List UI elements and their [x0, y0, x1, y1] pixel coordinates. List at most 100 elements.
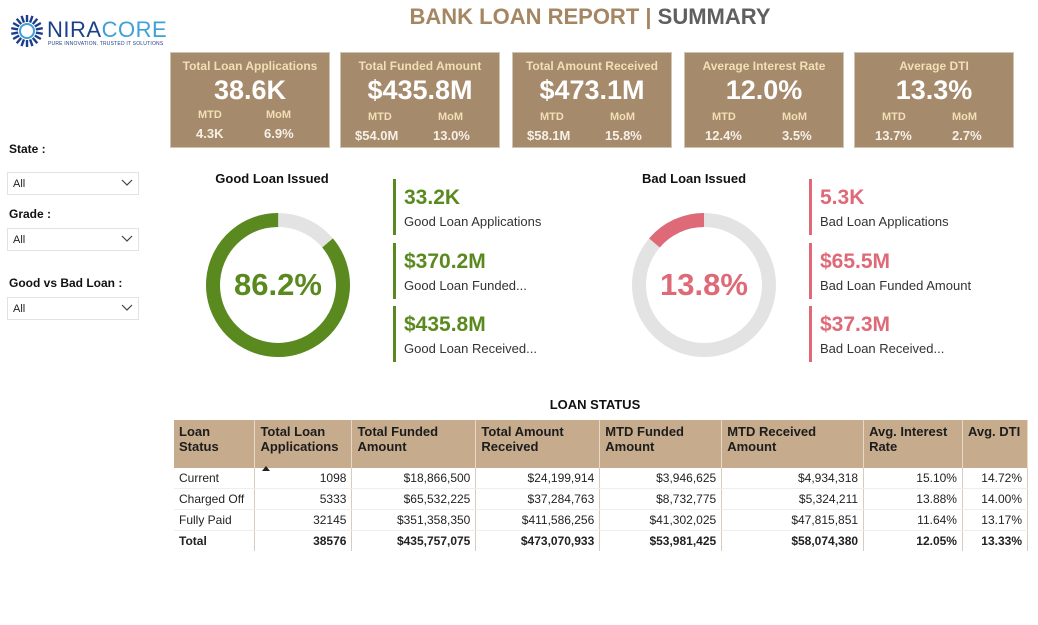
- table-cell: $18,866,500: [351, 468, 477, 489]
- col-header-loan-status[interactable]: Loan Status: [174, 420, 256, 468]
- col-header-total-applications[interactable]: Total Loan Applications: [254, 420, 353, 471]
- state-dropdown[interactable]: All: [7, 172, 139, 195]
- state-filter-label: State :: [9, 142, 46, 156]
- table-total-row[interactable]: Total 38576 $435,757,075 $473,070,933 $5…: [174, 530, 1029, 551]
- kpi-mom-value: 3.5%: [782, 128, 812, 143]
- stat-label: Bad Loan Received...: [820, 341, 945, 356]
- stat-value: 33.2K: [404, 186, 461, 209]
- good-loan-funded-card[interactable]: $370.2M Good Loan Funded...: [393, 243, 583, 299]
- kpi-label: Total Amount Received: [525, 59, 659, 73]
- stat-value: 5.3K: [820, 186, 865, 209]
- kpi-mom-value: 13.0%: [433, 128, 470, 143]
- bad-loan-received-card[interactable]: $37.3M Bad Loan Received...: [809, 306, 999, 362]
- kpi-mom-value: 6.9%: [264, 126, 294, 141]
- kpi-value: $473.1M: [539, 75, 645, 105]
- table-row[interactable]: Current 1098 $18,866,500 $24,199,914 $3,…: [174, 468, 1029, 489]
- kpi-mtd-value: 13.7%: [875, 128, 912, 143]
- state-dropdown-value: All: [13, 178, 26, 190]
- table-cell: 14.00%: [962, 488, 1029, 510]
- table-cell: 1098: [254, 468, 353, 489]
- bad-loan-percent: 13.8%: [660, 267, 748, 302]
- kpi-mom-label: MoM: [610, 111, 636, 123]
- table-cell: 13.33%: [962, 530, 1029, 551]
- kpi-card-total-applications[interactable]: Total Loan Applications 38.6K MTD MoM 4.…: [170, 52, 330, 148]
- table-cell: Charged Off: [174, 488, 256, 510]
- accent-bar: [393, 306, 396, 362]
- table-cell: 38576: [254, 530, 353, 551]
- table-cell: 13.17%: [962, 509, 1029, 531]
- stat-label: Bad Loan Funded Amount: [820, 278, 972, 293]
- col-header-avg-dti[interactable]: Avg. DTI: [962, 420, 1029, 468]
- sort-ascending-icon: [262, 466, 271, 471]
- loan-status-table[interactable]: Loan Status Total Loan Applications Tota…: [174, 420, 1029, 551]
- bad-loan-applications-card[interactable]: 5.3K Bad Loan Applications: [809, 179, 999, 235]
- table-cell: 14.72%: [962, 468, 1029, 489]
- good-bad-dropdown[interactable]: All: [7, 297, 139, 320]
- kpi-mom-label: MoM: [782, 111, 808, 123]
- kpi-label: Average DTI: [899, 59, 969, 73]
- grade-dropdown-value: All: [13, 234, 26, 246]
- table-cell: $351,358,350: [351, 509, 477, 531]
- stat-label: Good Loan Received...: [404, 341, 537, 356]
- kpi-mom-label: MoM: [266, 109, 292, 121]
- kpi-mom-value: 15.8%: [605, 128, 642, 143]
- bad-loan-title: Bad Loan Issued: [641, 171, 747, 186]
- kpi-card-total-funded[interactable]: Total Funded Amount $435.8M MTD MoM $54.…: [340, 52, 500, 148]
- good-loan-donut-chart[interactable]: [200, 207, 356, 363]
- logo-wordmark: NIRACORE: [47, 17, 168, 42]
- bad-loan-funded-card[interactable]: $65.5M Bad Loan Funded Amount: [809, 243, 999, 299]
- kpi-mtd-label: MTD: [368, 111, 392, 123]
- table-cell: $411,586,256: [475, 509, 601, 531]
- col-header-mtd-funded[interactable]: MTD Funded Amount: [599, 420, 723, 468]
- accent-bar: [809, 179, 812, 235]
- chevron-down-icon: [121, 179, 133, 186]
- table-cell: $41,302,025: [599, 509, 723, 531]
- kpi-mom-label: MoM: [438, 111, 464, 123]
- table-cell: 13.88%: [863, 488, 963, 510]
- col-header-avg-interest[interactable]: Avg. Interest Rate: [863, 420, 963, 468]
- kpi-card-avg-interest[interactable]: Average Interest Rate 12.0% MTD MoM 12.4…: [684, 52, 844, 148]
- stat-label: Good Loan Funded...: [404, 278, 527, 293]
- chevron-down-icon: [121, 235, 133, 242]
- table-cell: $473,070,933: [475, 530, 601, 551]
- table-cell: $3,946,625: [599, 468, 723, 489]
- stat-value: $435.8M: [404, 313, 486, 336]
- grade-dropdown[interactable]: All: [7, 228, 139, 251]
- table-cell: 12.05%: [863, 530, 963, 551]
- table-cell: Total: [174, 530, 256, 551]
- kpi-mtd-label: MTD: [198, 109, 222, 121]
- logo-tagline: PURE INNOVATION. TRUSTED IT SOLUTIONS: [48, 41, 164, 47]
- table-cell: $24,199,914: [475, 468, 601, 489]
- col-header-label: Total Loan Applications: [260, 424, 339, 454]
- table-cell: $65,532,225: [351, 488, 477, 510]
- table-row[interactable]: Charged Off 5333 $65,532,225 $37,284,763…: [174, 488, 1029, 510]
- table-cell: $8,732,775: [599, 488, 723, 510]
- loan-status-title: LOAN STATUS: [549, 397, 641, 412]
- col-header-mtd-received[interactable]: MTD Received Amount: [721, 420, 865, 468]
- kpi-mtd-label: MTD: [712, 111, 736, 123]
- kpi-value: 38.6K: [213, 75, 287, 105]
- good-loan-percent: 86.2%: [234, 267, 322, 302]
- table-cell: $5,324,211: [721, 488, 865, 510]
- good-loan-applications-card[interactable]: 33.2K Good Loan Applications: [393, 179, 583, 235]
- stat-value: $370.2M: [404, 250, 486, 273]
- table-row[interactable]: Fully Paid 32145 $351,358,350 $411,586,2…: [174, 509, 1029, 531]
- good-loan-received-card[interactable]: $435.8M Good Loan Received...: [393, 306, 583, 362]
- table-cell: 15.10%: [863, 468, 963, 489]
- kpi-card-avg-dti[interactable]: Average DTI 13.3% MTD MoM 13.7% 2.7%: [854, 52, 1014, 148]
- table-cell: 5333: [254, 488, 353, 510]
- table-cell: $4,934,318: [721, 468, 865, 489]
- grade-filter-label: Grade :: [9, 207, 52, 221]
- accent-bar: [393, 243, 396, 299]
- table-cell: $47,815,851: [721, 509, 865, 531]
- bad-loan-donut-chart[interactable]: [626, 207, 782, 363]
- table-cell: Fully Paid: [174, 509, 256, 531]
- col-header-total-received[interactable]: Total Amount Received: [475, 420, 601, 468]
- kpi-mom-label: MoM: [952, 111, 978, 123]
- table-cell: 11.64%: [863, 509, 963, 531]
- stat-label: Good Loan Applications: [404, 214, 542, 229]
- col-header-total-funded[interactable]: Total Funded Amount: [351, 420, 477, 468]
- accent-bar: [809, 243, 812, 299]
- logo-sunburst-icon: [11, 15, 43, 47]
- kpi-card-total-received[interactable]: Total Amount Received $473.1M MTD MoM $5…: [512, 52, 672, 148]
